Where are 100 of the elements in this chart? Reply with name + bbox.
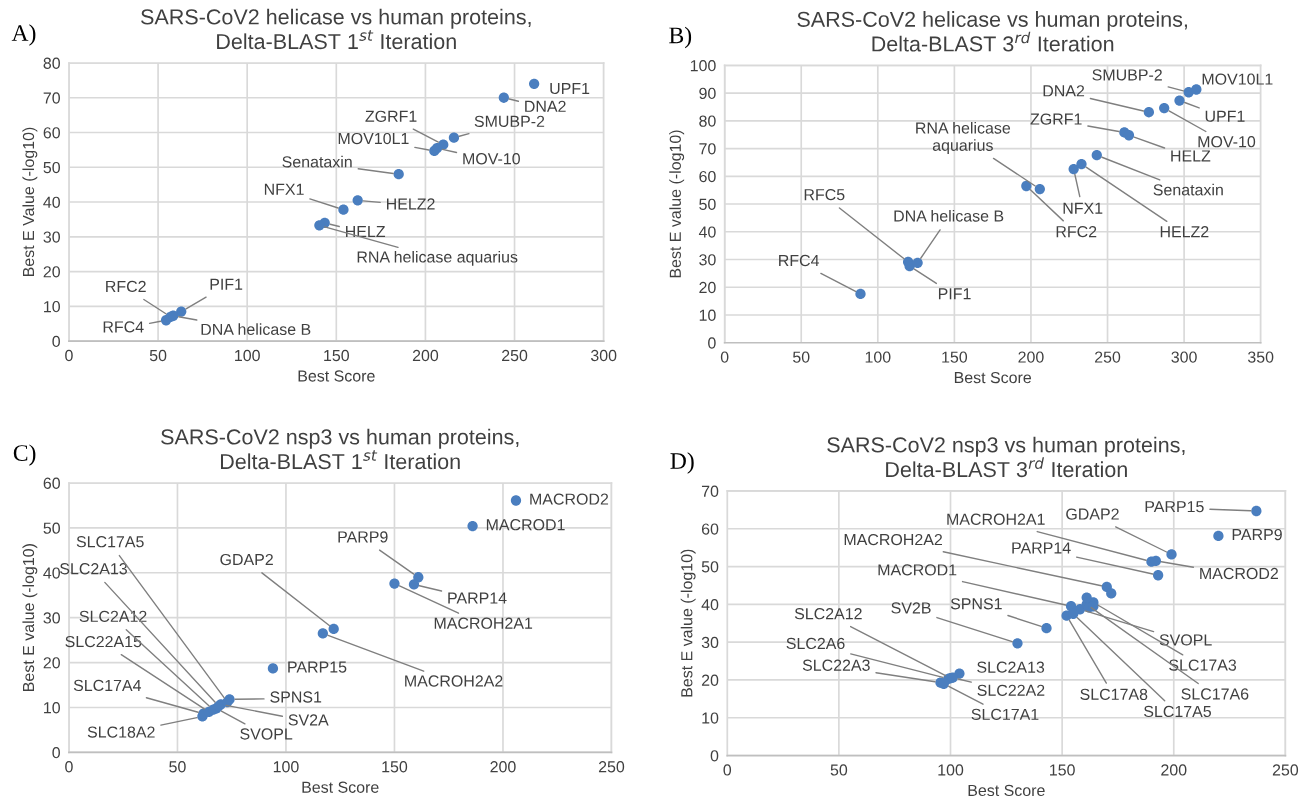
- y-tick-label: 50: [701, 561, 719, 573]
- annotation: MACROH2A2: [405, 675, 503, 687]
- point: [1041, 623, 1052, 634]
- y-tick-label: 60: [43, 477, 60, 489]
- y-tick-label: 0: [708, 337, 716, 349]
- point: [328, 623, 339, 635]
- annotation: MACROD2: [1200, 567, 1278, 580]
- text: C): [13, 444, 36, 466]
- annotation: PARP9: [338, 531, 388, 543]
- y-axis-title: Best E value (-log10): [22, 544, 38, 691]
- y-tick-label: 80: [699, 115, 716, 127]
- x-tick-label: 300: [590, 349, 617, 362]
- y-axis-title: Best E value (-log10): [680, 549, 696, 697]
- point: [1106, 588, 1117, 599]
- x-tick-label: 50: [830, 764, 848, 776]
- y-tick-label: 60: [43, 127, 60, 139]
- annotation: SLC17A1: [971, 708, 1039, 721]
- annotation: ZGRF1: [1030, 113, 1082, 125]
- y-tick-label: 10: [702, 712, 719, 724]
- text: D): [670, 452, 694, 474]
- x-tick-label: 0: [65, 349, 73, 362]
- annotation: SLC17A5: [76, 536, 144, 548]
- chart-title: SARS-CoV2 nsp3 vs human proteins, Delta-BLAST 1$^{st}$ Iteration: [161, 428, 519, 470]
- annotation: SLC2A12: [794, 608, 862, 620]
- annotation: SLC22A3: [802, 659, 870, 671]
- annotation: SLC2A6: [786, 637, 845, 650]
- x-tick-label: 200: [490, 761, 516, 773]
- y-tick-label: 60: [699, 170, 716, 183]
- x-tick-label: 150: [382, 761, 408, 773]
- point: [467, 520, 478, 532]
- y-tick-label: 50: [699, 198, 716, 210]
- y-tick-label: 0: [52, 747, 60, 759]
- point: [1068, 163, 1079, 175]
- y-tick-label: 70: [701, 485, 719, 497]
- x-axis-title: Best Score: [298, 370, 375, 382]
- x-tick-label: 200: [1161, 764, 1187, 776]
- x-tick-label: 100: [235, 349, 260, 362]
- annotation: SLC17A6: [1181, 688, 1249, 700]
- annotation: UPF1: [550, 82, 590, 95]
- annotation: RNA helicase aquarius: [916, 121, 1011, 155]
- x-tick-label: 150: [942, 351, 968, 363]
- annotation: RFC4: [779, 254, 820, 267]
- annotation: PIF1: [210, 278, 243, 290]
- annotation: MACROD1: [878, 564, 957, 576]
- y-tick-label: 40: [43, 567, 60, 579]
- annotation: SLC2A13: [977, 661, 1045, 673]
- annotation: MOV-10: [1198, 136, 1256, 148]
- annotation: RFC2: [1056, 225, 1097, 238]
- annotation: SLC17A8: [1080, 688, 1148, 700]
- annotation: HELZ2: [387, 198, 435, 210]
- point: [1091, 150, 1102, 161]
- y-tick-label: 10: [44, 702, 60, 714]
- annotation: SLC17A4: [73, 679, 142, 692]
- annotation: GDAP2: [1066, 508, 1119, 520]
- y-tick-label: 100: [690, 59, 716, 72]
- point: [1021, 180, 1032, 192]
- x-axis-title: Best Score: [954, 371, 1032, 384]
- point: [314, 220, 325, 231]
- point: [912, 257, 923, 268]
- annotation: HELZ2: [1160, 226, 1209, 238]
- point: [448, 132, 460, 143]
- annotation: MACROD2: [530, 493, 609, 505]
- annotation: SPNS1: [950, 598, 1002, 610]
- annotation: PARP14: [1012, 542, 1071, 554]
- text: A): [11, 24, 36, 46]
- y-tick-label: 0: [710, 750, 719, 762]
- chart-title: SARS-CoV2 nsp3 vs human proteins, Delta-BLAST 3$^{rd}$ Iteration: [827, 436, 1185, 478]
- x-axis-title: Best Score: [968, 784, 1045, 797]
- annotation: Senataxin: [282, 155, 352, 168]
- point: [855, 288, 866, 300]
- x-tick-label: 200: [412, 349, 439, 362]
- annotation: DNA helicase B: [201, 323, 311, 336]
- annotation: HELZ: [1171, 150, 1211, 162]
- annotation: MACROD1: [486, 519, 565, 531]
- y-tick-label: 40: [43, 196, 60, 208]
- annotation: SMUBP-2: [474, 115, 545, 127]
- point: [267, 663, 279, 674]
- point: [176, 306, 187, 317]
- y-axis-title: Best E value (-log10): [669, 130, 685, 278]
- point: [1213, 530, 1224, 542]
- x-tick-label: 300: [1171, 351, 1197, 363]
- point: [1012, 638, 1023, 649]
- y-tick-label: 70: [699, 143, 716, 155]
- annotation: MOV10L1: [1202, 73, 1273, 85]
- point: [352, 195, 363, 206]
- y-tick-label: 30: [699, 254, 716, 266]
- annotation: RFC2: [106, 280, 146, 293]
- chart-title: SARS-CoV2 helicase vs human proteins, Delta-BLAST 1$^{st}$ Iteration: [141, 8, 531, 50]
- point: [1152, 570, 1164, 581]
- annotation: PARP9: [1232, 528, 1282, 541]
- annotation: Senataxin: [1153, 183, 1223, 196]
- y-tick-label: 30: [701, 636, 719, 649]
- y-axis-title: Best E Value (-log10): [22, 127, 38, 277]
- point: [338, 204, 349, 215]
- annotation: PARP14: [448, 592, 507, 604]
- y-tick-label: 80: [43, 57, 60, 69]
- y-tick-label: 0: [52, 335, 60, 348]
- annotation: RFC5: [804, 188, 845, 201]
- point: [1068, 608, 1079, 619]
- x-tick-label: 200: [1018, 351, 1044, 363]
